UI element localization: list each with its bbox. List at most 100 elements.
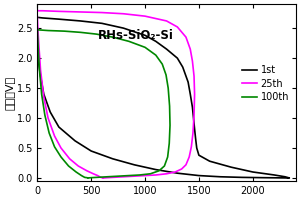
25th: [193, 93, 196, 95]
25th: [122, 176, 125, 178]
1st: [192, 117, 195, 119]
25th: [79, 11, 82, 13]
1st: [197, 154, 201, 156]
25th: [101, 177, 105, 179]
25th: [154, 174, 158, 176]
25th: [191, 132, 195, 134]
1st: [195, 147, 199, 149]
1st: [133, 164, 136, 166]
100th: [127, 174, 131, 177]
1st: [219, 176, 222, 178]
25th: [180, 168, 184, 170]
25th: [122, 13, 125, 15]
25th: [190, 146, 193, 148]
1st: [73, 140, 77, 142]
100th: [157, 170, 161, 172]
25th: [57, 10, 61, 13]
25th: [165, 173, 168, 175]
25th: [35, 9, 39, 11]
100th: [127, 40, 131, 43]
1st: [272, 174, 276, 176]
1st: [111, 158, 115, 160]
100th: [163, 165, 166, 167]
100th: [62, 30, 66, 32]
100th: [166, 156, 169, 158]
100th: [164, 74, 168, 76]
Line: 100th: 100th: [37, 30, 170, 178]
25th: [111, 176, 115, 179]
25th: [188, 156, 191, 158]
1st: [181, 66, 184, 68]
100th: [95, 33, 98, 35]
1st: [89, 150, 93, 152]
100th: [111, 36, 115, 38]
1st: [262, 176, 265, 179]
1st: [100, 22, 104, 25]
100th: [79, 31, 82, 34]
1st: [35, 16, 39, 19]
1st: [283, 176, 287, 178]
1st: [57, 18, 61, 20]
100th: [154, 54, 158, 56]
100th: [167, 142, 171, 144]
1st: [186, 81, 190, 83]
Legend: 1st, 25th, 100th: 1st, 25th, 100th: [240, 63, 291, 104]
25th: [143, 174, 147, 177]
1st: [251, 171, 254, 173]
25th: [37, 10, 40, 12]
25th: [184, 164, 188, 166]
1st: [176, 172, 179, 174]
100th: [116, 175, 120, 177]
1st: [42, 93, 46, 95]
100th: [89, 176, 93, 179]
25th: [188, 48, 192, 50]
1st: [48, 111, 52, 113]
1st: [79, 20, 82, 22]
100th: [168, 124, 172, 126]
1st: [143, 34, 147, 37]
Line: 1st: 1st: [37, 17, 290, 178]
1st: [193, 128, 196, 130]
1st: [288, 177, 291, 179]
1st: [230, 166, 233, 168]
25th: [165, 20, 168, 22]
1st: [57, 126, 61, 128]
1st: [154, 40, 158, 43]
1st: [39, 75, 42, 77]
1st: [176, 57, 179, 59]
25th: [100, 11, 104, 14]
1st: [188, 93, 192, 95]
1st: [194, 138, 197, 140]
25th: [133, 175, 136, 177]
25th: [184, 36, 188, 38]
1st: [154, 168, 158, 171]
25th: [192, 114, 196, 116]
100th: [38, 29, 41, 31]
1st: [37, 60, 40, 62]
1st: [35, 48, 39, 50]
100th: [160, 63, 164, 65]
25th: [106, 176, 109, 179]
1st: [165, 48, 168, 50]
25th: [192, 75, 196, 77]
100th: [95, 176, 98, 179]
100th: [167, 87, 170, 89]
Y-axis label: 电压（V）: 电压（V）: [4, 76, 14, 110]
25th: [173, 171, 177, 173]
Line: 25th: 25th: [37, 10, 195, 178]
100th: [138, 174, 141, 176]
100th: [106, 176, 109, 178]
25th: [143, 15, 147, 17]
100th: [35, 29, 39, 31]
1st: [122, 27, 125, 29]
1st: [208, 160, 211, 162]
100th: [168, 105, 171, 107]
25th: [190, 60, 194, 62]
1st: [240, 176, 244, 179]
100th: [143, 46, 147, 49]
1st: [278, 177, 281, 179]
1st: [190, 106, 194, 108]
100th: [148, 173, 152, 175]
1st: [288, 177, 291, 179]
100th: [86, 177, 90, 179]
